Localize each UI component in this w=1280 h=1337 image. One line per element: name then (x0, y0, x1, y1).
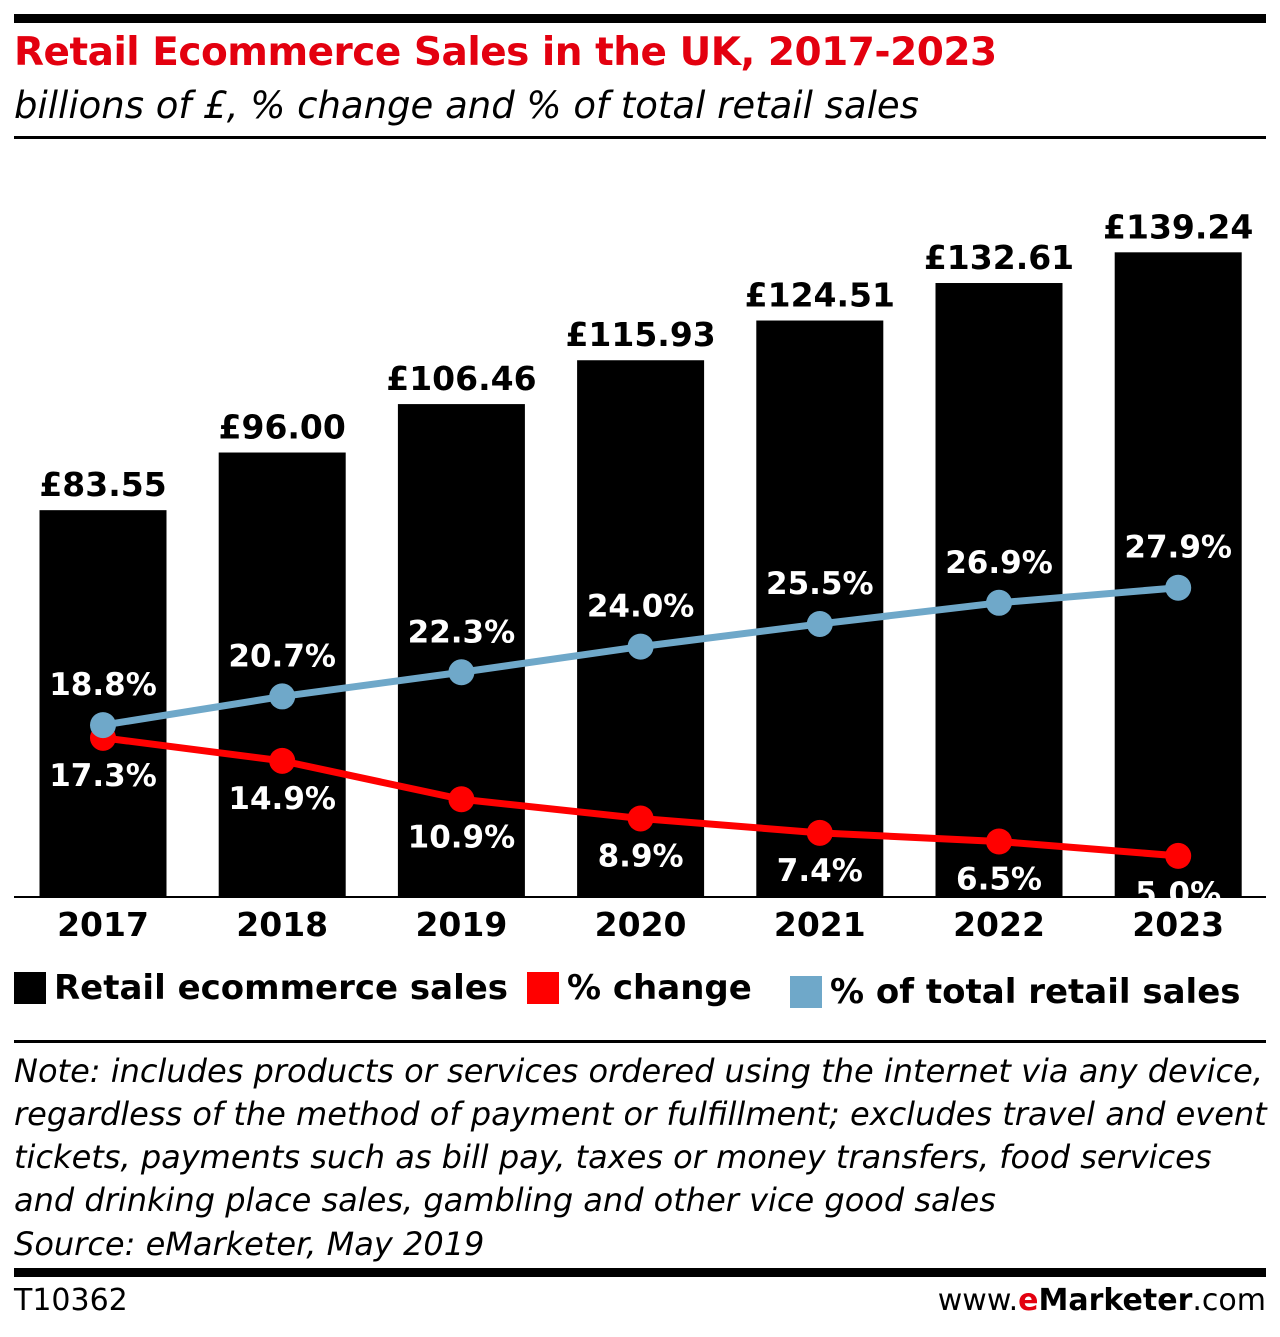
bottom-rule (14, 1268, 1266, 1277)
share-point-2017 (90, 712, 116, 739)
legend-label-share: % of total retail sales (830, 972, 1241, 1012)
legend-item-share: % of total retail sales (790, 972, 1241, 1012)
bar-value-label-2021: £124.51 (745, 276, 895, 315)
change-point-2022 (986, 828, 1012, 855)
x-tick-label-2019: 2019 (415, 905, 507, 944)
legend-item-change: % change (527, 968, 752, 1008)
bar-value-label-2019: £106.46 (386, 359, 536, 398)
lines-layer (90, 574, 1192, 869)
x-tick-label-2021: 2021 (774, 905, 866, 944)
change-point-2018 (269, 747, 296, 774)
legend-label-ecommerce-sales: Retail ecommerce sales (54, 968, 509, 1008)
share-point-2019 (448, 659, 475, 686)
change-point-2021 (806, 819, 833, 846)
chart-title: Retail Ecommerce Sales in the UK, 2017-2… (14, 30, 997, 75)
change-label-2020: 8.9% (598, 838, 684, 874)
share-label-2020: 24.0% (587, 589, 695, 625)
bar-2018 (218, 452, 346, 897)
change-label-2019: 10.9% (408, 819, 516, 855)
site-brand-e: e (1018, 1283, 1039, 1318)
x-tick-label-2022: 2022 (953, 905, 1045, 944)
legend-label-change: % change (567, 968, 752, 1008)
legend-swatch-ecommerce-sales (14, 972, 46, 1004)
site-brand-rest: Marketer (1038, 1283, 1193, 1318)
bar-value-label-2023: £139.24 (1103, 207, 1253, 246)
x-tick-label-2023: 2023 (1132, 905, 1224, 944)
x-tick-label-2017: 2017 (57, 905, 149, 944)
bar-2021 (756, 320, 884, 898)
change-label-2018: 14.9% (228, 781, 336, 817)
share-point-2023 (1165, 574, 1192, 601)
source-line: Source: eMarketer, May 2019 (14, 1225, 485, 1263)
note-rule (14, 1040, 1266, 1043)
chart-subtitle: billions of £, % change and % of total r… (14, 84, 919, 127)
share-point-2018 (269, 683, 296, 710)
x-tick-label-2020: 2020 (595, 905, 687, 944)
legend-item-ecommerce-sales: Retail ecommerce sales (14, 968, 508, 1008)
site-prefix: www. (937, 1283, 1019, 1318)
legend-swatch-change (527, 972, 559, 1004)
share-point-2020 (627, 633, 654, 660)
share-label-2019: 22.3% (408, 614, 516, 650)
top-rule (14, 14, 1266, 23)
labels-layer: £83.55 2017 £96.00 2018 £106.46 2019 £115.93 20… (39, 207, 1253, 944)
change-label-2022: 6.5% (956, 862, 1042, 898)
share-label-2018: 20.7% (228, 638, 336, 674)
share-label-2023: 27.9% (1124, 530, 1232, 566)
bar-2017 (39, 510, 167, 897)
site-suffix: .com (1192, 1283, 1266, 1318)
x-tick-label-2018: 2018 (236, 905, 328, 944)
footnote: Note: includes products or services orde… (14, 1052, 1267, 1219)
share-label-2022: 26.9% (945, 545, 1053, 581)
site-url: www.eMarketer.com (938, 1283, 1266, 1318)
bar-value-label-2018: £96.00 (219, 408, 346, 447)
share-point-2021 (806, 610, 833, 637)
bar-2023 (1114, 252, 1242, 898)
chart-area: £83.55 2017 £96.00 2018 £106.46 2019 £115.93 20… (14, 207, 1266, 944)
change-point-2019 (448, 786, 475, 813)
bar-value-label-2022: £132.61 (924, 238, 1074, 277)
bar-2019 (397, 404, 525, 897)
change-point-2020 (627, 805, 654, 832)
bar-value-label-2020: £115.93 (565, 315, 715, 354)
share-label-2021: 25.5% (766, 566, 874, 602)
change-label-2021: 7.4% (777, 853, 863, 889)
change-label-2017: 17.3% (49, 758, 157, 794)
share-label-2017: 18.8% (49, 667, 157, 703)
chart-id: T10362 (14, 1283, 128, 1318)
header-rule (14, 136, 1266, 139)
legend-swatch-share (790, 976, 822, 1008)
change-point-2023 (1165, 842, 1192, 869)
change-label-2023: 5.0% (1135, 876, 1221, 912)
bar-value-label-2017: £83.55 (39, 465, 166, 504)
share-point-2022 (986, 589, 1012, 616)
